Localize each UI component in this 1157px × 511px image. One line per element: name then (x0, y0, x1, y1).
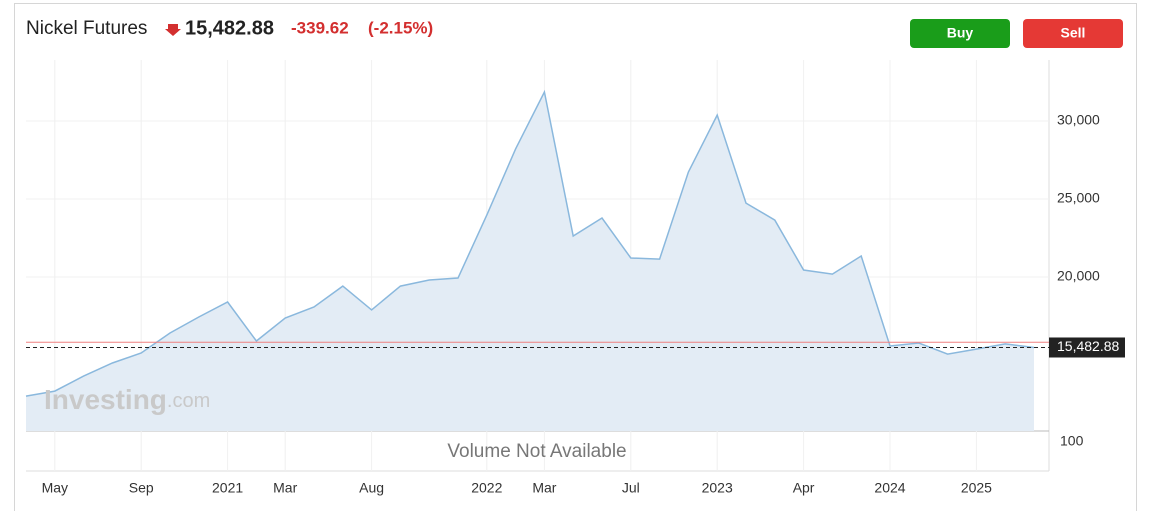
watermark-brand: Investing (44, 384, 167, 415)
y-tick-label: 30,000 (1057, 112, 1100, 128)
x-tick-label: 2021 (212, 480, 243, 496)
watermark: Investing.com (44, 384, 210, 415)
x-tick-label: Sep (129, 480, 154, 496)
buy-button[interactable] (910, 19, 1010, 48)
last-price-tag-label: 15,482.88 (1057, 338, 1119, 354)
x-tick-label: Mar (532, 480, 556, 496)
down-arrow (165, 24, 181, 36)
sell-button[interactable] (1023, 19, 1123, 48)
x-tick-label: 2022 (471, 480, 502, 496)
x-tick-label: Jul (622, 480, 640, 496)
percent-change: (-2.15%) (368, 18, 433, 37)
x-tick-label: 2024 (874, 480, 905, 496)
chart-title: Nickel Futures (26, 18, 147, 39)
x-tick-label: 2023 (702, 480, 733, 496)
price-change: -339.62 (291, 18, 349, 37)
y-tick-label: 20,000 (1057, 268, 1100, 284)
x-tick-label: 2025 (961, 480, 992, 496)
buy-label[interactable]: Buy (947, 25, 974, 41)
volume-tick-label: 100 (1060, 433, 1084, 449)
volume-note: Volume Not Available (447, 441, 626, 462)
watermark-domain: .com (167, 390, 210, 412)
plot: May Sep 2021 Mar Aug 2022 Mar Jul 2023 Apr 2024 202… (25, 60, 1125, 496)
x-tick-label: Aug (359, 480, 384, 496)
y-tick-label: 25,000 (1057, 190, 1100, 206)
area-fill (26, 92, 1034, 431)
last-price-tag (1049, 337, 1125, 358)
x-tick-label: Apr (793, 480, 815, 496)
price-line (25, 89, 1035, 397)
x-tick-label: Mar (273, 480, 297, 496)
last-price: 15,482.88 (185, 17, 274, 39)
x-tick-label: May (42, 480, 68, 496)
sell-label[interactable]: Sell (1061, 25, 1086, 41)
